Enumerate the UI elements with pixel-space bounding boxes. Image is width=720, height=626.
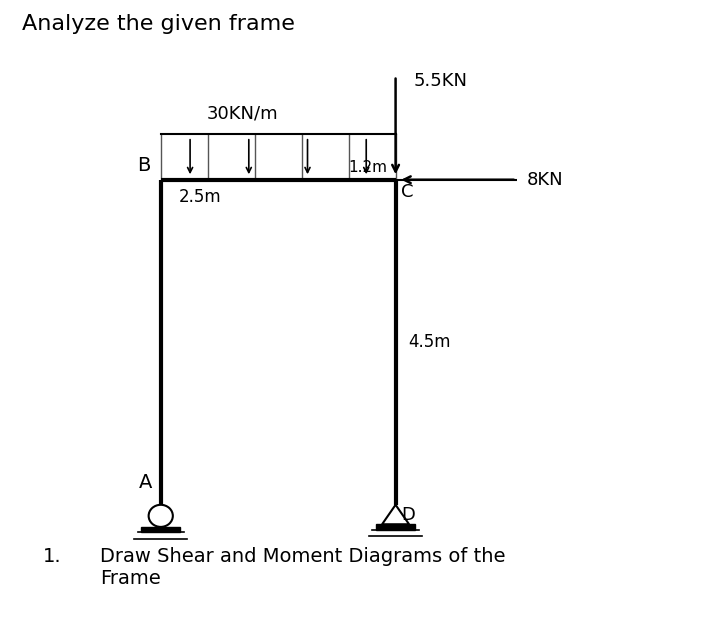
Bar [141,527,180,532]
Text: 1.: 1. [43,547,62,566]
Text: D: D [401,506,415,524]
Text: B: B [137,156,150,175]
Text: 2.5m: 2.5m [179,188,221,205]
Text: C: C [401,183,414,201]
Text: 4.5m: 4.5m [408,333,451,351]
Text: Draw Shear and Moment Diagrams of the
Frame: Draw Shear and Moment Diagrams of the Fr… [100,547,505,588]
Text: 5.5KN: 5.5KN [413,73,467,90]
Text: A: A [139,473,152,491]
Text: 1.2m: 1.2m [348,160,387,175]
Text: 8KN: 8KN [527,171,564,188]
Text: Analyze the given frame: Analyze the given frame [22,14,294,34]
Bar [376,525,415,530]
Text: 30KN/m: 30KN/m [207,105,279,123]
